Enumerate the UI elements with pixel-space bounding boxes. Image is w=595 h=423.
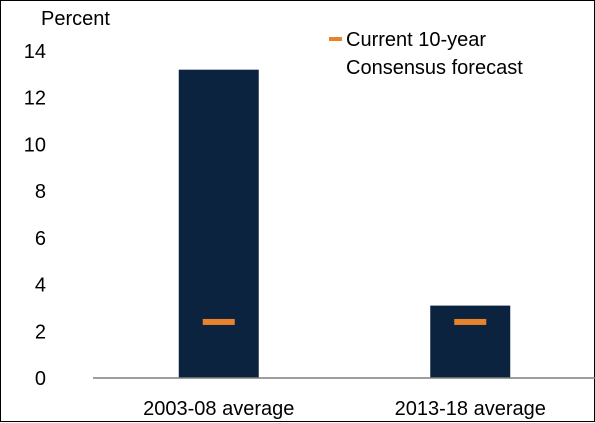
bar-series — [178, 69, 511, 378]
x-category-label: 2003-08 average — [143, 398, 294, 420]
y-tick-label: 8 — [35, 181, 46, 203]
y-tick-label: 6 — [35, 228, 46, 250]
y-axis-ticks: 0 2 4 6 8 10 12 14 — [24, 41, 46, 390]
y-tick-label: 14 — [24, 41, 46, 63]
legend-label-line1: Current 10-year — [346, 29, 486, 51]
bar — [178, 69, 259, 378]
legend-label-line2: Consensus forecast — [346, 57, 523, 79]
y-tick-label: 4 — [35, 275, 46, 297]
bar — [430, 305, 511, 378]
y-tick-label: 0 — [35, 368, 46, 390]
y-tick-label: 10 — [24, 134, 46, 156]
legend-swatch — [329, 37, 342, 41]
forecast-markers — [202, 318, 487, 325]
forecast-marker — [202, 318, 235, 325]
y-tick-label: 12 — [24, 88, 46, 110]
legend: Current 10-year Consensus forecast — [329, 29, 523, 79]
y-tick-label: 2 — [35, 321, 46, 343]
y-unit-label: Percent — [41, 8, 110, 30]
x-category-label: 2013-18 average — [395, 398, 546, 420]
forecast-marker — [454, 318, 487, 325]
x-axis-labels: 2003-08 average 2013-18 average — [143, 398, 546, 420]
